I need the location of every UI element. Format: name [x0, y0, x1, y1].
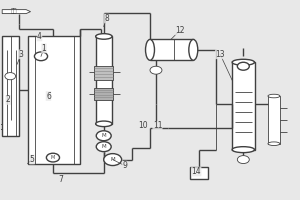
Bar [2, 36, 19, 136]
Ellipse shape [146, 39, 154, 60]
Text: 1: 1 [42, 44, 46, 53]
Text: M: M [101, 133, 106, 138]
Bar [232, 62, 254, 150]
Ellipse shape [232, 147, 254, 153]
Ellipse shape [268, 94, 280, 98]
Circle shape [150, 66, 162, 74]
Text: 9: 9 [122, 161, 127, 170]
Circle shape [34, 52, 48, 61]
Circle shape [96, 131, 111, 141]
Text: 11: 11 [153, 121, 162, 130]
Bar [150, 39, 193, 60]
Text: 8: 8 [104, 14, 109, 23]
Text: 12: 12 [175, 26, 184, 35]
Text: 3: 3 [19, 50, 23, 59]
Text: M: M [51, 155, 55, 160]
Text: 4: 4 [37, 32, 42, 41]
Text: M: M [101, 144, 106, 149]
Text: 10: 10 [138, 121, 147, 130]
Polygon shape [2, 10, 31, 14]
Text: 5: 5 [30, 155, 34, 164]
Text: 6: 6 [46, 92, 51, 101]
Ellipse shape [268, 142, 280, 145]
Bar [94, 88, 113, 100]
Bar [96, 36, 112, 124]
Text: 13: 13 [215, 50, 225, 59]
Ellipse shape [232, 59, 254, 65]
Circle shape [237, 62, 249, 70]
Text: 14: 14 [191, 167, 201, 176]
Bar [94, 66, 113, 80]
Circle shape [5, 73, 16, 80]
Ellipse shape [189, 39, 198, 60]
Circle shape [104, 154, 122, 166]
Text: 进水: 进水 [11, 9, 17, 14]
Text: 2: 2 [6, 95, 10, 104]
Bar [28, 36, 80, 164]
Ellipse shape [96, 34, 112, 39]
Text: 7: 7 [58, 175, 63, 184]
Circle shape [46, 153, 59, 162]
Ellipse shape [96, 121, 112, 127]
Text: M: M [110, 157, 115, 162]
Bar [268, 96, 280, 144]
Bar [190, 167, 208, 179]
Circle shape [237, 156, 249, 164]
Circle shape [96, 142, 111, 152]
